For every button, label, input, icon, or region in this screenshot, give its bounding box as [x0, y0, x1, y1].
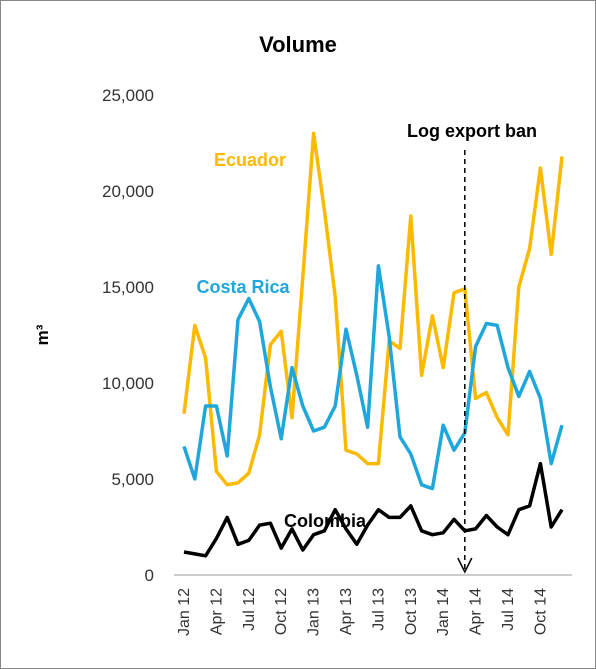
- x-tick-label: Jan 13: [306, 588, 323, 636]
- series-line: [182, 131, 564, 487]
- x-tick-label: Apr 13: [338, 588, 355, 635]
- annotation-text: Log export ban: [407, 121, 537, 141]
- series-line: [182, 264, 564, 491]
- x-tick-label: Jul 14: [500, 588, 517, 631]
- y-tick-label: 25,000: [102, 86, 154, 105]
- x-tick-label: Jul 13: [370, 588, 387, 631]
- series-label: Ecuador: [214, 150, 286, 170]
- y-tick-label: 15,000: [102, 278, 154, 297]
- y-tick-label: 0: [145, 566, 154, 585]
- y-axis-label: m³: [33, 324, 52, 345]
- x-tick-label: Oct 12: [273, 588, 290, 635]
- y-tick-label: 5,000: [111, 470, 154, 489]
- series-line: [183, 461, 564, 558]
- x-tick-label: Apr 12: [208, 588, 225, 635]
- series-label: Colombia: [284, 511, 367, 531]
- x-tick-label: Jan 14: [435, 588, 452, 636]
- x-tick-label: Oct 14: [532, 588, 549, 635]
- y-tick-label: 20,000: [102, 182, 154, 201]
- x-tick-label: Jan 12: [176, 588, 193, 636]
- x-tick-label: Oct 13: [403, 588, 420, 635]
- x-tick-label: Apr 14: [468, 588, 485, 635]
- chart-title: Volume: [259, 32, 337, 57]
- annotation-arrowhead: [457, 557, 473, 574]
- x-tick-label: Jul 12: [241, 588, 258, 631]
- series-label: Costa Rica: [196, 277, 290, 297]
- y-tick-label: 10,000: [102, 374, 154, 393]
